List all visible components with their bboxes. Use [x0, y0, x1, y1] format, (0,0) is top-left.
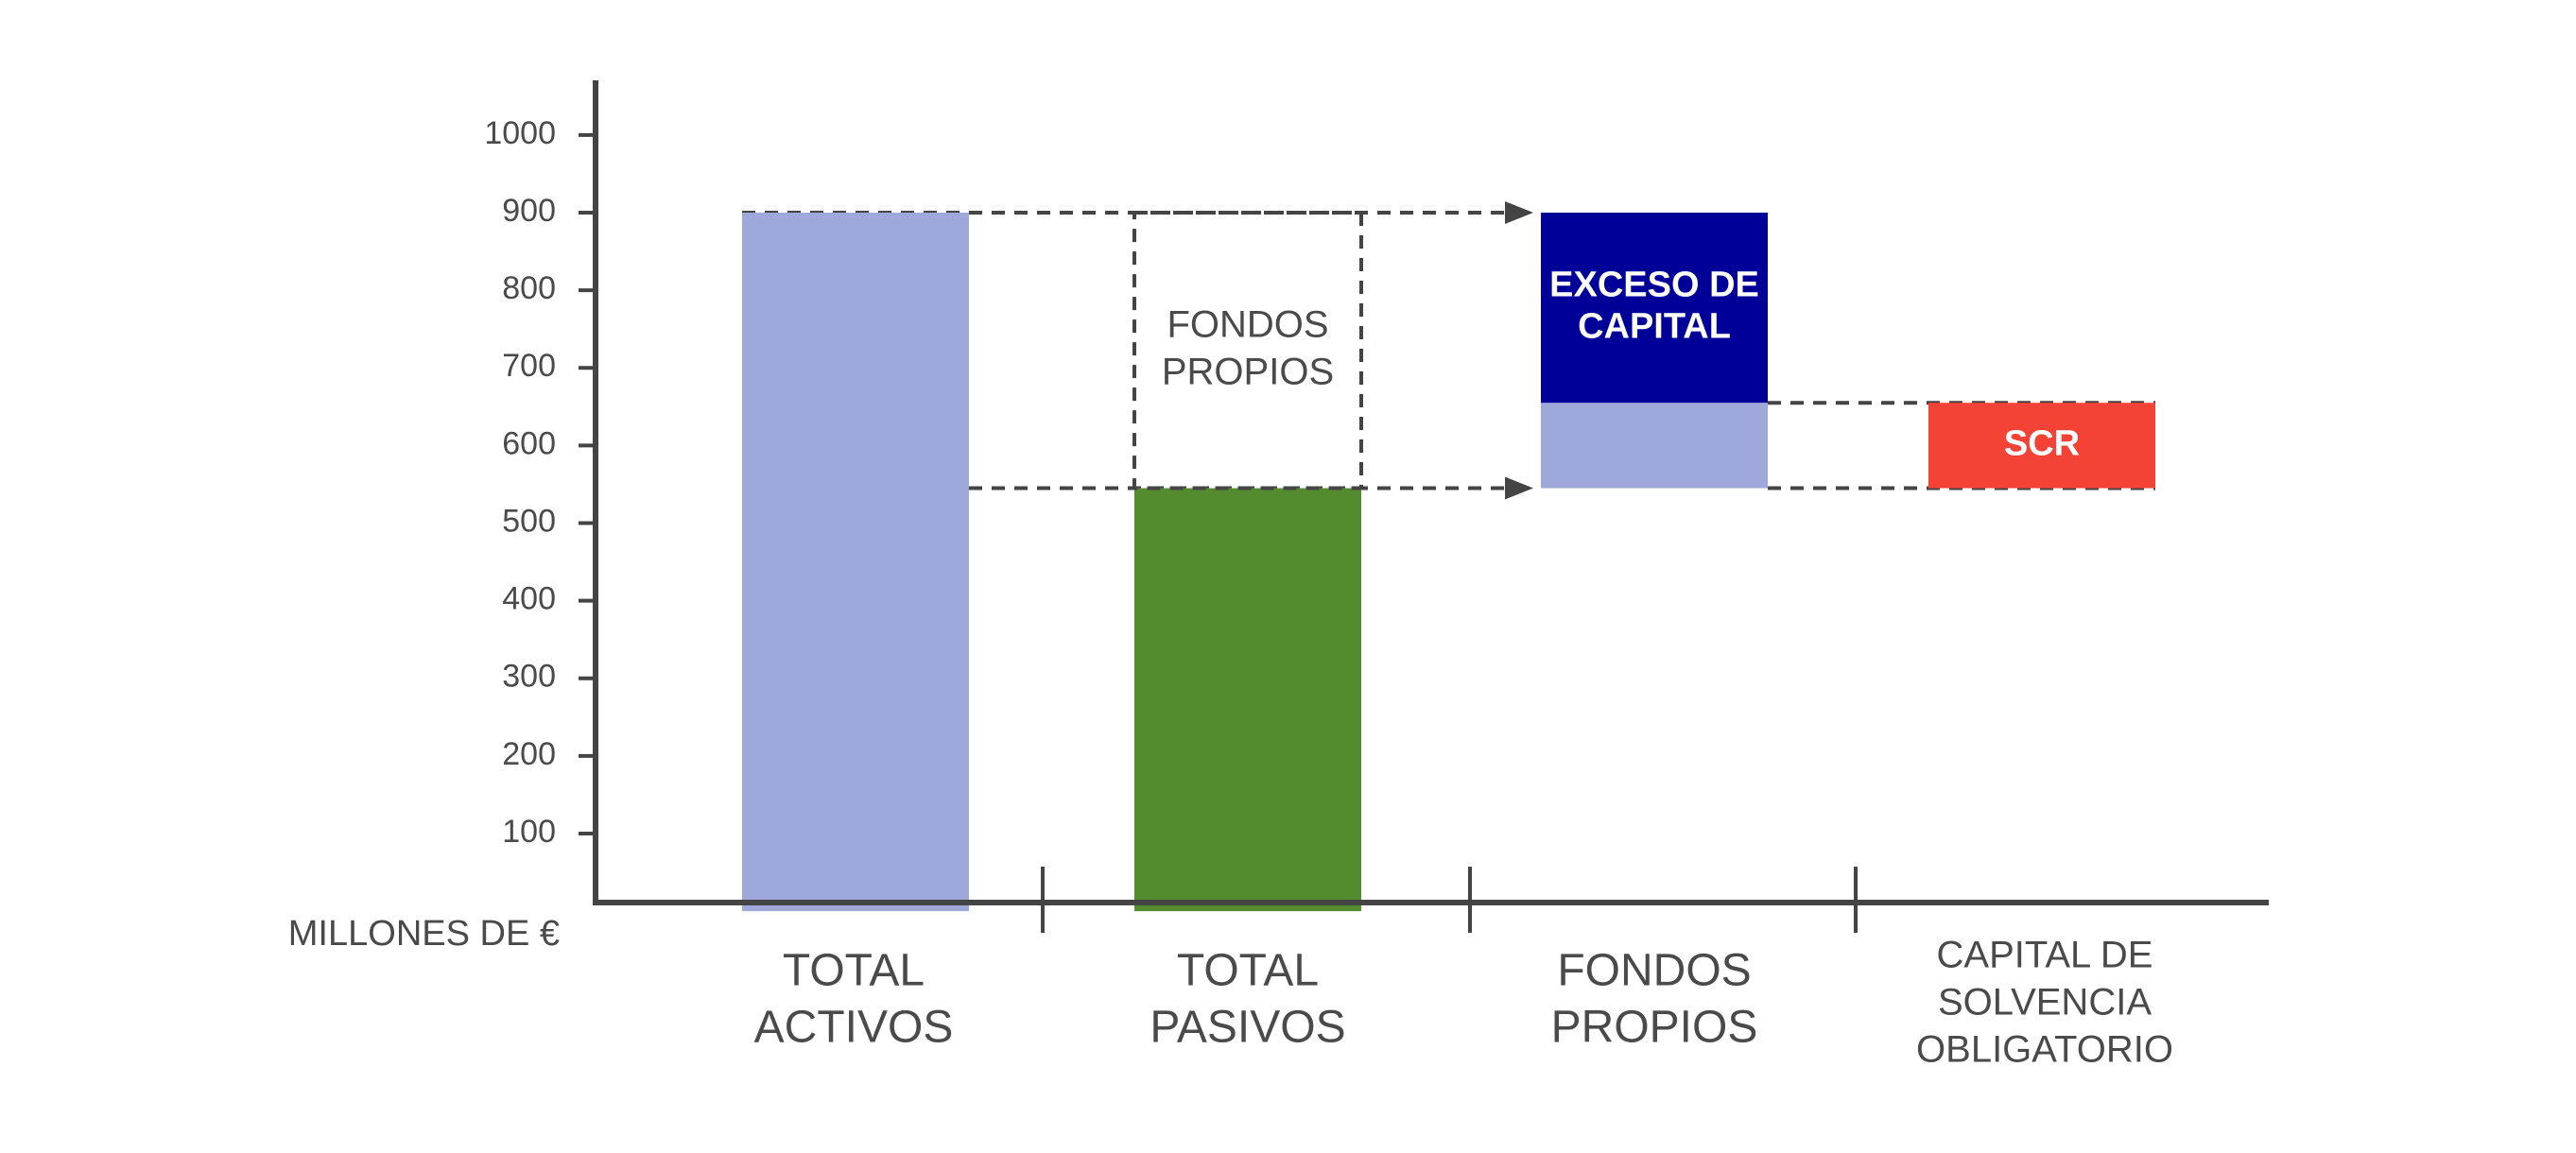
category-label-3-1: SOLVENCIA — [1938, 982, 2152, 1024]
segment-label-4-0: EXCESO DE — [1549, 266, 1759, 305]
category-label-3-2: OBLIGATORIO — [1916, 1029, 2173, 1071]
bars-layer — [742, 211, 2155, 912]
axes-layer — [579, 80, 2269, 933]
segment-label-2-1: PROPIOS — [1162, 351, 1334, 392]
guide-arrow-0 — [1505, 201, 1533, 224]
category-label-0-1: ACTIVOS — [754, 1003, 954, 1053]
y-tick-label-900: 900 — [502, 193, 556, 229]
segment-label-5-0: SCR — [2004, 423, 2080, 463]
bar-segment-5 — [1928, 403, 2155, 489]
y-tick-label-500: 500 — [502, 503, 556, 539]
segment-label-4-1: CAPITAL — [1578, 307, 1731, 347]
y-tick-label-100: 100 — [502, 814, 556, 850]
y-tick-label-800: 800 — [502, 270, 556, 306]
bar-segment-4 — [1541, 213, 1768, 404]
y-unit-label: MILLONES DE € — [288, 914, 560, 954]
y-tick-label-600: 600 — [502, 425, 556, 461]
category-label-2-0: FONDOS — [1557, 946, 1751, 996]
bar-segment-0 — [742, 213, 969, 912]
bar-segment-1 — [1134, 488, 1361, 912]
y-tick-label-400: 400 — [502, 581, 556, 617]
y-tick-label-700: 700 — [502, 348, 556, 384]
category-label-2-1: PROPIOS — [1551, 1003, 1758, 1053]
category-label-3-0: CAPITAL DE — [1937, 935, 2153, 976]
segment-label-2-0: FONDOS — [1167, 303, 1328, 345]
y-tick-label-1000: 1000 — [484, 115, 556, 151]
category-label-1-1: PASIVOS — [1150, 1003, 1345, 1053]
y-tick-label-200: 200 — [502, 736, 556, 772]
bar-segment-2 — [1132, 211, 1363, 490]
guide-arrow-1 — [1505, 476, 1533, 500]
y-tick-label-300: 300 — [502, 659, 556, 695]
category-label-1-0: TOTAL — [1177, 946, 1319, 996]
bar-segment-3 — [1541, 403, 1768, 489]
category-label-0-0: TOTAL — [783, 946, 925, 996]
